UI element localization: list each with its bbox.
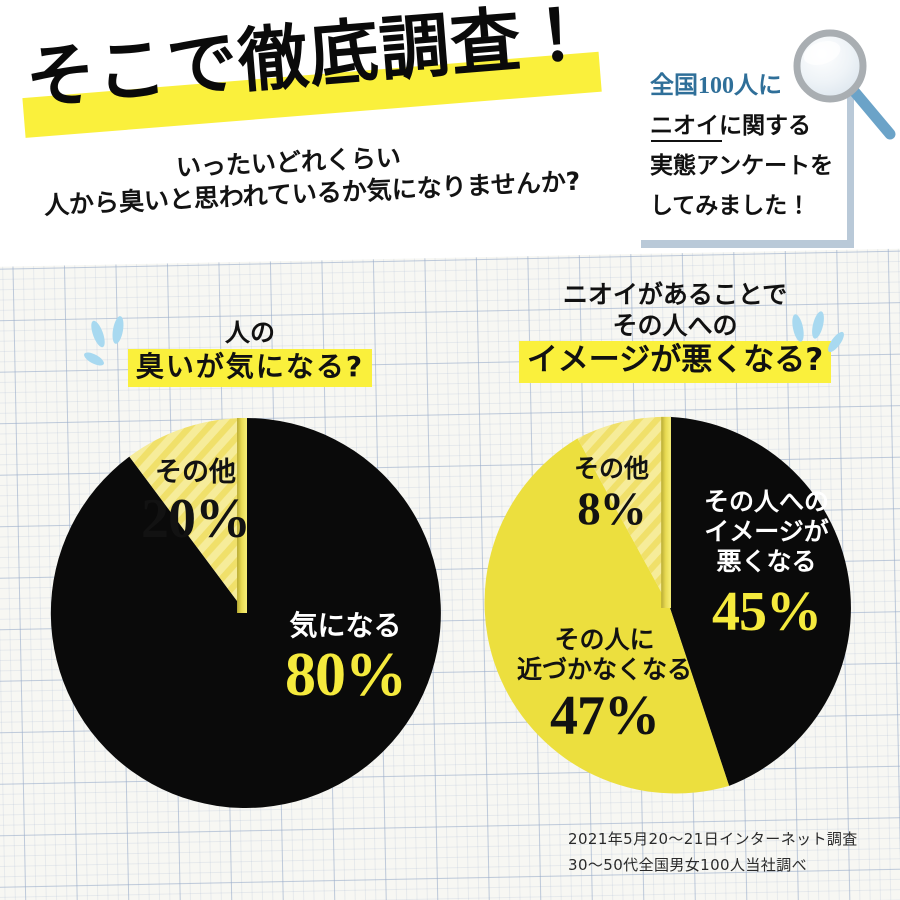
right-chart-title-line-3-wrap: イメージが悪くなる? [470, 341, 880, 383]
footnote-line-2: 30〜50代全国男女100人当社調べ [568, 856, 808, 875]
right-pie-label-image: その人への イメージが 悪くなる 45% [664, 487, 869, 644]
right-chart-title-line-2: その人への [612, 310, 738, 340]
survey-card-line-1: 全国100人に [650, 73, 782, 99]
footnote: 2021年5月20〜21日インターネット調査 30〜50代全国男女100人当社調… [568, 826, 858, 879]
right-pie-label-other-name: その他 [573, 454, 649, 483]
left-pie-label-other: その他 20% [108, 457, 283, 551]
left-chart-title-line-1: 人の [224, 318, 275, 347]
right-pie-label-avoid-line-1: その人に [554, 625, 655, 654]
left-pie-chart [50, 417, 441, 809]
right-pie-chart [484, 416, 851, 794]
left-pie-label-main-value: 80% [285, 641, 407, 710]
right-chart-title-line-3: イメージが悪くなる? [518, 341, 832, 383]
right-pie-label-avoid: その人に 近づかなくなる 47% [492, 625, 717, 748]
right-pie-label-other: その他 8% [544, 455, 679, 536]
right-pie-label-avoid-value: 47% [550, 685, 660, 747]
survey-card-line-4: してみました！ [650, 193, 811, 218]
right-pie-label-image-line-2: イメージが [704, 517, 829, 546]
headline-block: そこで徹底調査！ [18, 0, 618, 152]
sparkle-icon [792, 311, 844, 353]
left-chart-title-line-2-wrap: 臭いが気になる? [60, 348, 440, 387]
left-chart-title: 人の 臭いが気になる? [60, 318, 440, 387]
left-chart-title-line-2: 臭いが気になる? [127, 348, 373, 387]
survey-card-line-3: 実態アンケートを [650, 153, 834, 178]
right-chart-title: ニオイがあることで その人への イメージが悪くなる? [470, 280, 880, 383]
survey-card-line-2: ニオイに関する [650, 113, 811, 138]
survey-card-underline [651, 140, 722, 142]
sparkle-icon [84, 316, 124, 366]
right-pie-label-avoid-line-2: 近づかなくなる [516, 655, 692, 684]
right-pie-label-image-value: 45% [712, 581, 822, 643]
left-pie-label-other-value: 20% [141, 488, 251, 551]
magnifying-glass-icon [793, 29, 896, 140]
right-pie-label-other-value: 8% [577, 483, 647, 535]
right-chart-title-line-1: ニオイがあることで [562, 280, 788, 309]
right-pie-label-image-line-3: 悪くなる [716, 547, 817, 576]
left-pie-label-other-name: その他 [155, 457, 236, 488]
left-pie-label-main-name: 気になる [289, 609, 402, 642]
left-pie-label-main: 気になる 80% [248, 610, 443, 711]
right-pie-label-image-line-1: その人への [703, 487, 829, 516]
footnote-line-1: 2021年5月20〜21日インターネット調査 [568, 830, 858, 848]
